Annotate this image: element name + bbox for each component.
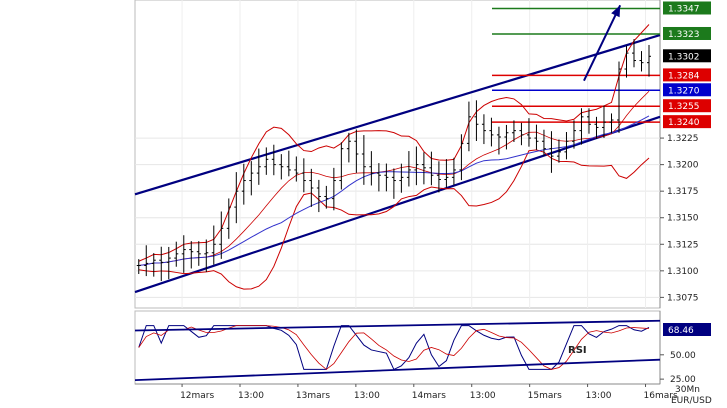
x-tick-label: 14mars — [412, 391, 446, 401]
rsi-value-badge — [663, 323, 711, 336]
timeframe-label: 30Mn — [675, 385, 700, 395]
level-badge-1.3255 — [663, 99, 711, 113]
y-tick-label: 1.3125 — [667, 240, 699, 250]
level-label-1.3302: 1.3302 — [668, 52, 700, 62]
x-tick-label: 13:00 — [238, 391, 264, 401]
bollinger-lower-band — [138, 149, 650, 290]
rsi-label: RSI — [568, 345, 587, 356]
target-arrow-shaft — [583, 4, 622, 82]
y-tick-label: 1.3100 — [667, 267, 699, 277]
x-tick-label: 15mars — [528, 391, 562, 401]
level-label-1.3284: 1.3284 — [668, 71, 700, 81]
bollinger-upper-band — [138, 24, 650, 262]
rsi-upper-trendline — [134, 319, 661, 332]
x-tick-label: 13mars — [296, 391, 330, 401]
y-tick-label: 1.3150 — [667, 214, 699, 224]
x-tick-label: 16mars — [644, 391, 678, 401]
upper-channel-line — [134, 33, 661, 196]
pair-label: EUR/USD — [671, 396, 712, 406]
rsi-tick-label: 25.00 — [670, 375, 696, 385]
lower-channel-line — [134, 115, 661, 294]
level-label-1.3323: 1.3323 — [668, 30, 700, 40]
level-badge-1.3347 — [663, 1, 711, 15]
y-tick-label: 1.3075 — [667, 293, 699, 303]
level-badge-1.3240 — [663, 115, 711, 129]
level-label-1.3240: 1.3240 — [668, 118, 700, 128]
rsi-lower-trendline — [134, 358, 661, 382]
level-badge-1.3284 — [663, 68, 711, 82]
rsi-tick-label: 50.00 — [670, 351, 696, 361]
level-badge-1.3323 — [663, 26, 711, 40]
level-label-1.3347: 1.3347 — [668, 4, 700, 14]
level-label-1.3270: 1.3270 — [668, 86, 700, 96]
rsi-current-value: 68.46 — [668, 326, 694, 336]
y-tick-label: 1.3175 — [667, 187, 699, 197]
y-tick-label: 1.3225 — [667, 134, 699, 144]
level-badge-1.3270 — [663, 83, 711, 97]
x-tick-label: 12mars — [180, 391, 214, 401]
target-arrow-head — [611, 5, 621, 18]
x-tick-label: 13:00 — [470, 391, 496, 401]
y-tick-label: 1.3200 — [667, 161, 699, 171]
level-badge-1.3302 — [663, 49, 711, 63]
x-tick-label: 13:00 — [586, 391, 612, 401]
level-label-1.3255: 1.3255 — [668, 102, 700, 112]
x-tick-label: 13:00 — [354, 391, 380, 401]
